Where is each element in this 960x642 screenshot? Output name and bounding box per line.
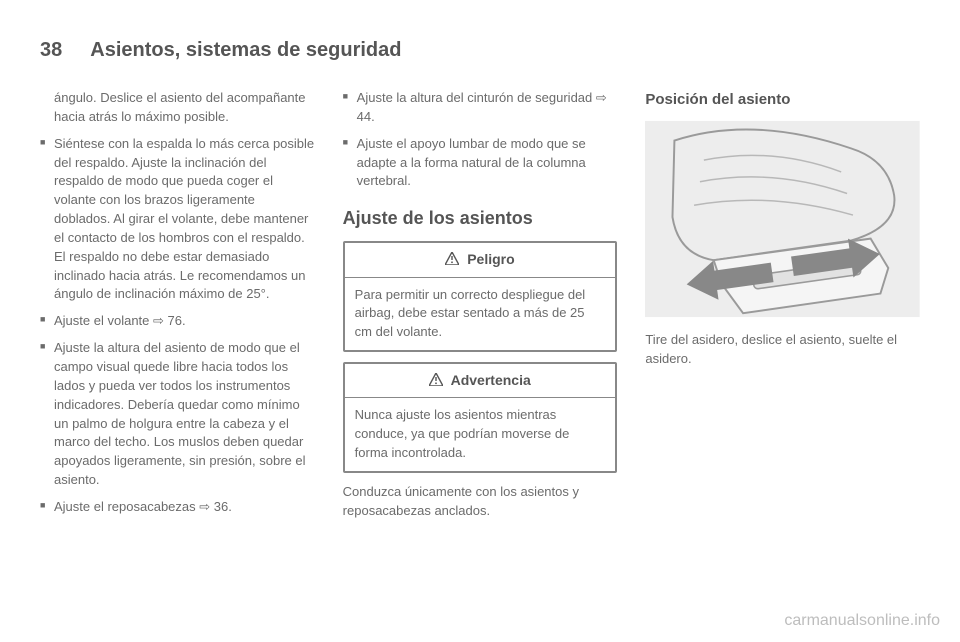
watermark: carmanualsonline.info bbox=[784, 609, 940, 632]
list-item: Ajuste la altura del asiento de modo que… bbox=[40, 339, 315, 490]
warning-box-head: Advertencia bbox=[345, 364, 616, 398]
danger-body: Para permitir un correcto despliegue del… bbox=[345, 278, 616, 351]
list-item: Ajuste la altura del cinturón de segurid… bbox=[343, 89, 618, 127]
column-2: Ajuste la altura del cinturón de segurid… bbox=[343, 89, 618, 529]
list-item: Ajuste el volante ⇨ 76. bbox=[40, 312, 315, 331]
list-item: Ajuste el apoyo lumbar de modo que se ad… bbox=[343, 135, 618, 192]
section-heading: Ajuste de los asientos bbox=[343, 205, 618, 231]
warning-triangle-icon bbox=[429, 371, 443, 391]
bullet-list-col1: Siéntese con la espalda lo más cerca pos… bbox=[40, 135, 315, 517]
figure-caption: Tire del asidero, deslice el asiento, su… bbox=[645, 331, 920, 369]
content-columns: ángulo. Deslice el asiento del acompañan… bbox=[40, 89, 920, 529]
danger-box: Peligro Para permitir un correcto despli… bbox=[343, 241, 618, 352]
page-header: 38 Asientos, sistemas de seguridad bbox=[40, 36, 920, 65]
warning-label: Advertencia bbox=[451, 372, 531, 388]
danger-label: Peligro bbox=[467, 251, 514, 267]
seat-slide-figure bbox=[645, 119, 920, 319]
column-1: ángulo. Deslice el asiento del acompañan… bbox=[40, 89, 315, 529]
warning-box: Advertencia Nunca ajuste los asientos mi… bbox=[343, 362, 618, 473]
footer-paragraph: Conduzca únicamente con los asientos y r… bbox=[343, 483, 618, 521]
page-number: 38 bbox=[40, 36, 62, 65]
list-item: Ajuste el reposacabezas ⇨ 36. bbox=[40, 498, 315, 517]
warning-triangle-icon bbox=[445, 250, 459, 270]
column-3: Posición del asiento bbox=[645, 89, 920, 529]
danger-box-head: Peligro bbox=[345, 243, 616, 277]
continued-paragraph: ángulo. Deslice el asiento del acompañan… bbox=[40, 89, 315, 127]
bullet-list-col2: Ajuste la altura del cinturón de segurid… bbox=[343, 89, 618, 191]
chapter-title: Asientos, sistemas de seguridad bbox=[90, 36, 401, 65]
list-item: Siéntese con la espalda lo más cerca pos… bbox=[40, 135, 315, 305]
warning-body: Nunca ajuste los asientos mientras condu… bbox=[345, 398, 616, 471]
sub-heading: Posición del asiento bbox=[645, 89, 920, 111]
